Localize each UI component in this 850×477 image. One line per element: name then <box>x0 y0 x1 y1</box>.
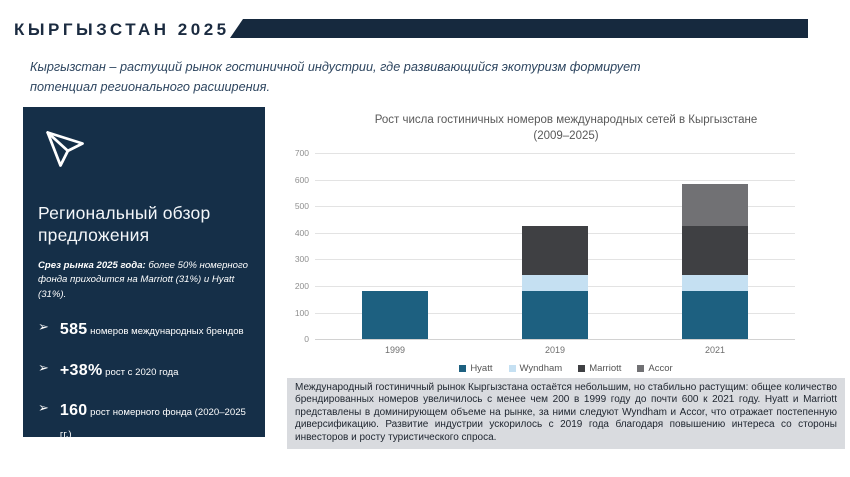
card-summary: Срез рынка 2025 года: более 50% номерног… <box>38 259 250 302</box>
bar-segment-wyndham-2021 <box>682 275 748 292</box>
card-bullet-item: ➢ +38% рост с 2020 года <box>38 360 250 382</box>
y-axis-tick: 500 <box>294 201 309 212</box>
y-axis-tick: 200 <box>294 281 309 292</box>
card-bullet-item: ➢ 160 рост номерного фонда (2020–2025 гг.… <box>38 400 250 443</box>
footnote-text: Международный гостиничный рынок Кыргызст… <box>287 378 845 449</box>
bullet-body: 585 номеров международных брендов <box>60 319 244 341</box>
bar-segment-wyndham-2019 <box>522 275 588 292</box>
legend-swatch-icon <box>637 365 645 373</box>
gridline <box>315 206 795 208</box>
y-axis-tick: 400 <box>294 227 309 238</box>
y-axis-tick: 700 <box>294 148 309 159</box>
x-axis-label: 2021 <box>704 345 726 356</box>
bar-segment-marriott-2021 <box>682 226 748 276</box>
arrow-bullet-icon: ➢ <box>38 400 49 416</box>
legend-label: Marriott <box>589 363 622 375</box>
legend-swatch-icon <box>508 365 516 373</box>
legend-item-accor: Accor <box>637 363 673 375</box>
paper-plane-icon <box>46 131 84 167</box>
x-axis-label: 1999 <box>384 345 406 356</box>
chart-legend: Hyatt Wyndham Marriott Accor <box>287 363 845 374</box>
legend-swatch-icon <box>459 365 467 373</box>
legend-item-hyatt: Hyatt <box>459 363 493 375</box>
intro-text: Кыргызстан – растущий рынок гостиничной … <box>30 60 641 94</box>
card-summary-rest: более 50% номерного фонда приходится на … <box>38 259 248 300</box>
card-summary-lead: Срез рынка 2025 года: <box>38 259 146 271</box>
y-axis-tick: 600 <box>294 174 309 185</box>
card-bullet-item: ➢ 585 номеров международных брендов <box>38 319 250 341</box>
page-title: КЫРГЫЗСТАН 2025 <box>14 20 230 39</box>
legend-label: Wyndham <box>519 363 563 375</box>
legend-label: Hyatt <box>470 363 493 375</box>
bullet-value: +38% <box>59 361 103 379</box>
bar-segment-hyatt-2019 <box>522 291 588 340</box>
card-title: Региональный обзор предложения <box>38 203 211 246</box>
regional-overview-card: Региональный обзор предложения Срез рынк… <box>23 107 265 440</box>
y-axis-tick: 300 <box>294 254 309 265</box>
bullet-body: +38% рост с 2020 года <box>60 360 179 382</box>
gridline <box>315 153 795 155</box>
gridline <box>315 179 795 181</box>
legend-item-wyndham: Wyndham <box>508 363 563 375</box>
chart-title: Рост числа гостиничных номеров междунаро… <box>287 112 845 144</box>
bar-segment-hyatt-1999 <box>362 291 428 340</box>
gridline <box>315 339 795 341</box>
bullet-value: 160 <box>59 402 88 420</box>
bullet-label: рост номерного фонда (2020–2025 гг.) <box>59 407 246 440</box>
chart-title-line1: Рост числа гостиничных номеров междунаро… <box>374 114 758 126</box>
card-bullets: ➢ 585 номеров международных брендов ➢ +38% … <box>38 319 250 443</box>
bar-segment-hyatt-2021 <box>682 291 748 340</box>
arrow-bullet-icon: ➢ <box>38 318 49 334</box>
legend-swatch-icon <box>578 365 586 373</box>
y-axis-tick: 0 <box>304 334 309 345</box>
y-axis-tick: 100 <box>294 307 309 318</box>
bullet-label: рост с 2020 года <box>102 366 179 378</box>
chart-title-line2: (2009–2025) <box>533 130 599 143</box>
chart-plot: 0 100 200 300 400 500 600 700 1999 2019 2021 <box>287 148 845 355</box>
bar-segment-marriott-2019 <box>522 226 588 276</box>
x-axis-label: 2019 <box>544 345 566 356</box>
arrow-bullet-icon: ➢ <box>38 359 49 375</box>
bar-segment-accor-2021 <box>682 183 748 227</box>
chart: Рост числа гостиничных номеров междунаро… <box>287 112 845 374</box>
bullet-body: 160 рост номерного фонда (2020–2025 гг.) <box>60 400 250 443</box>
legend-label: Accor <box>648 363 673 375</box>
header-accent-bar <box>230 19 808 38</box>
bullet-value: 585 <box>59 320 88 338</box>
legend-item-marriott: Marriott <box>578 363 621 374</box>
bullet-label: номеров международных брендов <box>87 325 244 337</box>
